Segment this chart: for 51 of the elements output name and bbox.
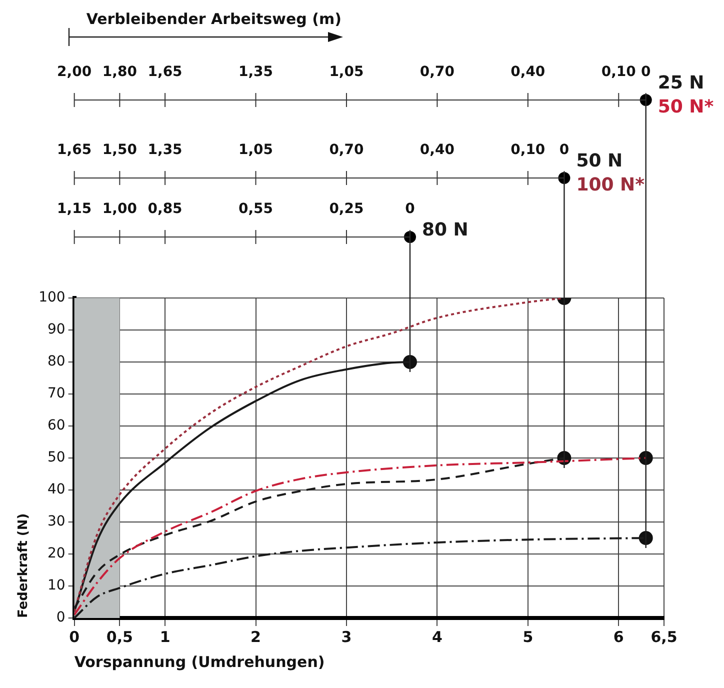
x-axis-title: Vorspannung (Umdrehungen) <box>74 652 325 671</box>
text: 100 N* <box>576 174 646 196</box>
y-tick-label: 90 <box>47 322 66 338</box>
y-tick-label: 50 <box>47 450 66 466</box>
x-tick-label: 2 <box>250 628 261 646</box>
x-tick-label: 0,5 <box>106 628 133 646</box>
x-tick-label: 3 <box>341 628 352 646</box>
y-tick-label: 100 <box>38 290 66 306</box>
y-tick-label: 10 <box>47 578 66 594</box>
text: 1,35 <box>238 64 274 80</box>
text: 0,40 <box>510 64 546 80</box>
text: 1,35 <box>148 142 182 158</box>
y-tick-label: 30 <box>47 514 66 530</box>
text: 1,65 <box>148 64 182 80</box>
text: 50 N <box>576 150 623 172</box>
text: 1,05 <box>329 64 364 80</box>
text: 0,85 <box>148 201 182 217</box>
x-tick-label: 1 <box>160 628 170 646</box>
text: 1,80 <box>102 64 137 80</box>
text: 50 N* <box>658 96 714 118</box>
x-tick-label: 4 <box>432 628 442 646</box>
text: 1,05 <box>238 142 274 158</box>
text: 2,00 <box>57 64 92 80</box>
text: 1,15 <box>57 201 92 217</box>
x-tick-label: 6,5 <box>650 628 678 646</box>
text: Verbleibender Arbeitsweg (m) <box>86 10 342 28</box>
x-tick-label: 0 <box>69 628 80 646</box>
text: 0 <box>559 142 570 158</box>
text: 0 <box>640 64 651 80</box>
text: 25 N <box>658 72 704 94</box>
text: 0,55 <box>238 201 274 217</box>
text: 80 N <box>422 220 468 241</box>
y-tick-label: 0 <box>56 610 66 626</box>
y-tick-label: 70 <box>47 386 66 402</box>
text: 0,10 <box>601 64 636 80</box>
text: 0,40 <box>420 142 454 158</box>
text: 1,00 <box>102 201 137 217</box>
x-tick-label: 5 <box>522 628 534 646</box>
y-tick-label: 40 <box>47 482 66 498</box>
text: 0,70 <box>329 142 364 158</box>
text: 1,50 <box>102 142 137 158</box>
y-tick-label: 20 <box>47 546 66 562</box>
y-tick-label: 80 <box>47 354 66 370</box>
y-axis-title: Federkraft (N) <box>16 513 32 618</box>
text: 0,70 <box>420 64 454 80</box>
text: 1,65 <box>57 142 92 158</box>
text: 0,10 <box>510 142 546 158</box>
x-tick-label: 6 <box>613 628 624 646</box>
text: 0,25 <box>329 201 364 217</box>
y-tick-label: 60 <box>47 418 66 434</box>
text: 0 <box>405 201 415 217</box>
